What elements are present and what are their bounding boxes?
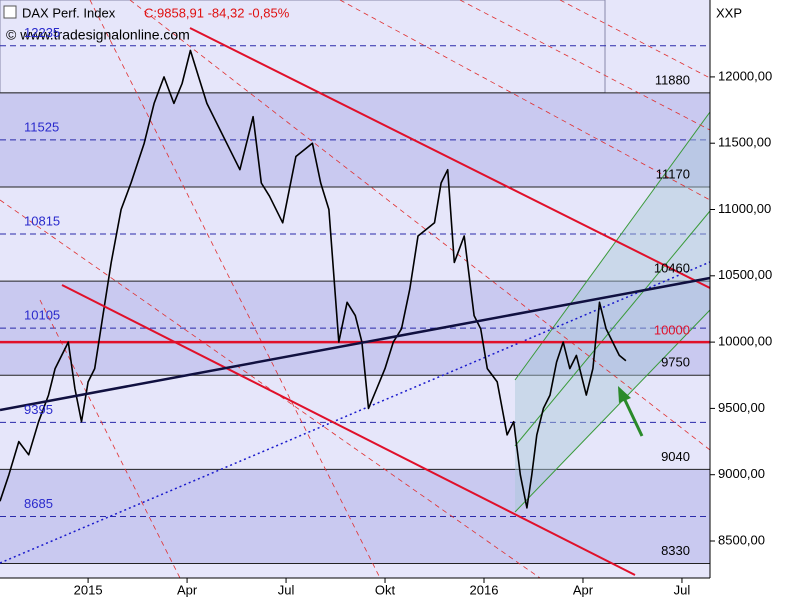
y-tick-label: 9500,00 <box>718 400 765 415</box>
level-label: 10460 <box>654 261 690 276</box>
arrow-shaft <box>622 397 644 437</box>
level-label: 8685 <box>24 496 53 511</box>
parallel-line <box>339 0 711 201</box>
x-tick-label: Okt <box>375 582 396 597</box>
parallel-line <box>0 199 541 579</box>
parallel-line <box>459 0 711 131</box>
x-tick-label: Apr <box>177 582 198 597</box>
trend-line <box>0 276 711 412</box>
quote: C:9858,91 -84,32 -0,85% <box>144 5 290 20</box>
key-level-label: 10000 <box>654 323 690 338</box>
y-tick-label: 9000,00 <box>718 466 765 481</box>
axis-panel <box>710 0 800 600</box>
level-label: 10815 <box>24 213 60 228</box>
arrow-head <box>618 386 631 403</box>
level-label: 9750 <box>661 355 690 370</box>
parallel-lines <box>0 0 711 579</box>
green-channel-line <box>514 309 711 513</box>
x-tick-label: Jul <box>674 582 691 597</box>
x-tick-label: Apr <box>573 582 594 597</box>
axis-layer: 12235 11880 11525 11170 10815 10460 10105 9750 9… <box>24 25 772 597</box>
parallel-line <box>559 0 711 79</box>
y-tick-label: 10500,00 <box>718 267 772 282</box>
top-band <box>0 0 606 94</box>
green-channel-fill <box>515 112 710 512</box>
y-tick-label: 11500,00 <box>718 135 771 150</box>
parallel-line <box>39 299 181 579</box>
level-label: 12235 <box>24 25 60 40</box>
x-tick-label: 2016 <box>470 582 499 597</box>
drawing-layer <box>0 0 711 579</box>
x-tick-label: Jul <box>278 582 295 597</box>
band-layer <box>0 0 710 578</box>
green-channel-line <box>514 111 711 381</box>
green-channel-line <box>514 210 711 447</box>
upper-channel-line <box>189 27 711 289</box>
y-tick-label: 10000,00 <box>718 334 772 349</box>
price-line <box>0 49 627 509</box>
price-layer <box>0 49 710 509</box>
x-tick-label: 2015 <box>74 582 103 597</box>
level-label: 10105 <box>24 308 60 323</box>
dotted-trend-line <box>0 261 711 564</box>
lower-channel-line <box>61 284 636 576</box>
axis-panel <box>0 578 800 600</box>
level-label: 9040 <box>661 449 690 464</box>
level-label: 9395 <box>24 402 53 417</box>
overlay-layer <box>0 27 711 576</box>
level-label: 11525 <box>24 119 59 134</box>
level-label: 11880 <box>655 72 690 87</box>
watermark: © www.tradesignalonline.com <box>6 27 190 43</box>
chart-title: DAX Perf. Index <box>22 5 116 20</box>
symbol-icon <box>3 5 17 19</box>
y-tick-label: 8500,00 <box>718 532 765 547</box>
y-tick-label: 12000,00 <box>718 68 772 83</box>
y-tick-label: 11000,00 <box>718 201 771 216</box>
level-label: 8330 <box>661 543 690 558</box>
level-label: 11170 <box>656 166 690 181</box>
axis-label: XXP <box>716 5 742 20</box>
